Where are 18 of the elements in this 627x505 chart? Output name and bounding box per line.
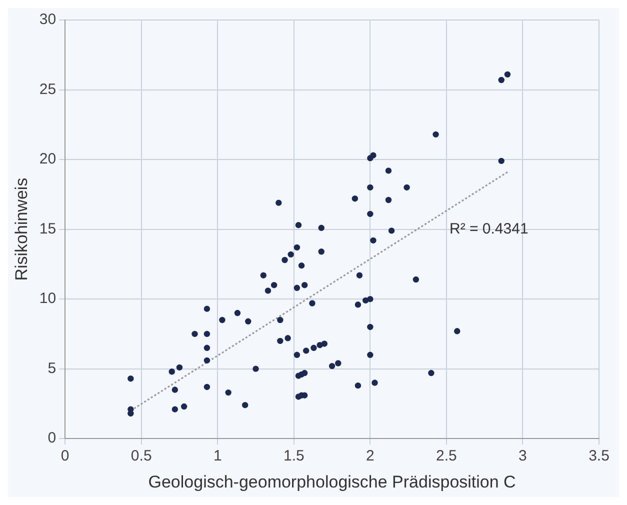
y-tick-label: 15 — [39, 220, 56, 238]
y-tick-label: 30 — [39, 11, 56, 28]
x-tick-label: 3.5 — [588, 448, 610, 465]
x-tick-label: 1 — [213, 448, 222, 465]
x-tick-label: 0.5 — [130, 448, 152, 465]
x-tick-label: 1.5 — [283, 448, 304, 465]
y-tick-label: 25 — [39, 80, 56, 98]
annotation: R² = 0.4341 — [450, 220, 528, 238]
x-tick-label: 3 — [518, 448, 527, 465]
y-tick-label: 10 — [39, 290, 56, 308]
y-tick-label: 20 — [39, 150, 56, 168]
x-tick-label: 2 — [366, 448, 374, 465]
x-tick-label: 2.5 — [436, 448, 457, 465]
x-axis-title: Geologisch-geomorphologische Prädisposition C — [148, 472, 516, 492]
y-axis-title: Risikohinweis — [12, 178, 31, 281]
x-tick-label: 0 — [60, 448, 70, 465]
y-tick-label: 5 — [48, 360, 56, 377]
y-tick-label: 0 — [48, 430, 56, 447]
